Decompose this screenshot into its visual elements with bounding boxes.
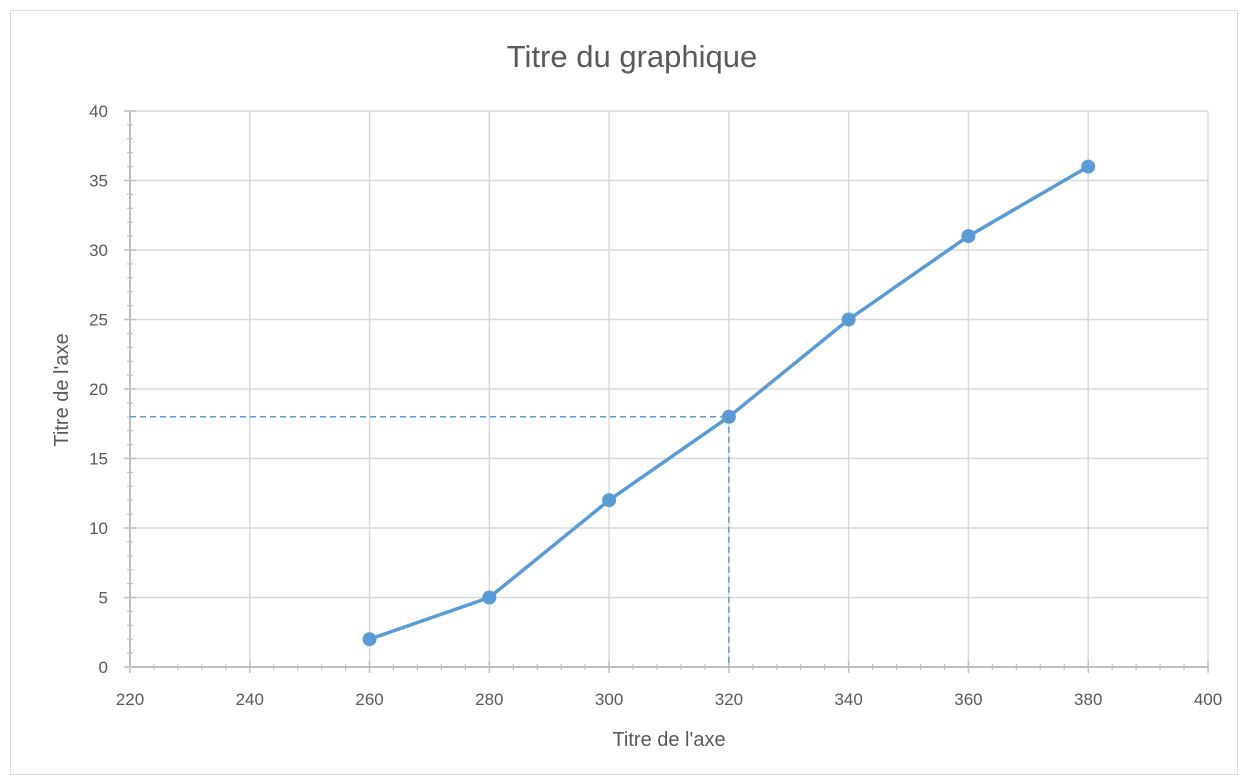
x-axis-title: Titre de l'axe: [612, 729, 725, 751]
data-point: [721, 409, 736, 424]
y-tick-label: 10: [89, 519, 108, 538]
data-point: [602, 493, 617, 508]
grid-layer: [130, 110, 1209, 667]
x-tick-label: 240: [236, 690, 264, 709]
x-tick-label: 340: [834, 690, 862, 709]
y-tick-label: 0: [99, 658, 108, 677]
x-tick-label: 360: [954, 690, 982, 709]
series-layer: [362, 159, 1096, 647]
data-point: [961, 229, 976, 244]
y-tick-label: 25: [89, 311, 108, 330]
x-tick-label: 400: [1194, 690, 1222, 709]
x-tick-label: 380: [1074, 690, 1102, 709]
data-point: [1081, 159, 1096, 174]
x-tick-label: 300: [595, 690, 623, 709]
y-tick-label: 30: [89, 241, 108, 260]
y-axis-title: Titre de l'axe: [51, 333, 73, 446]
data-point: [362, 632, 377, 647]
label-layer: 220 240 260 280 300 320 340 360 380 400 0 5 10 15 20 25…: [89, 102, 1222, 709]
data-point: [482, 590, 497, 605]
x-tick-label: 320: [715, 690, 743, 709]
guide-layer: [130, 416, 730, 667]
axis-layer: [124, 110, 1209, 673]
data-point: [841, 312, 856, 327]
x-tick-label: 260: [355, 690, 383, 709]
chart-frame: [10, 10, 1238, 775]
y-tick-label: 15: [89, 450, 108, 469]
y-tick-label: 40: [89, 102, 108, 121]
x-tick-label: 280: [475, 690, 503, 709]
y-tick-label: 35: [89, 172, 108, 191]
chart-title: Titre du graphique: [507, 39, 757, 74]
y-tick-label: 5: [99, 589, 108, 608]
y-tick-label: 20: [89, 380, 108, 399]
x-tick-label: 220: [116, 690, 144, 709]
